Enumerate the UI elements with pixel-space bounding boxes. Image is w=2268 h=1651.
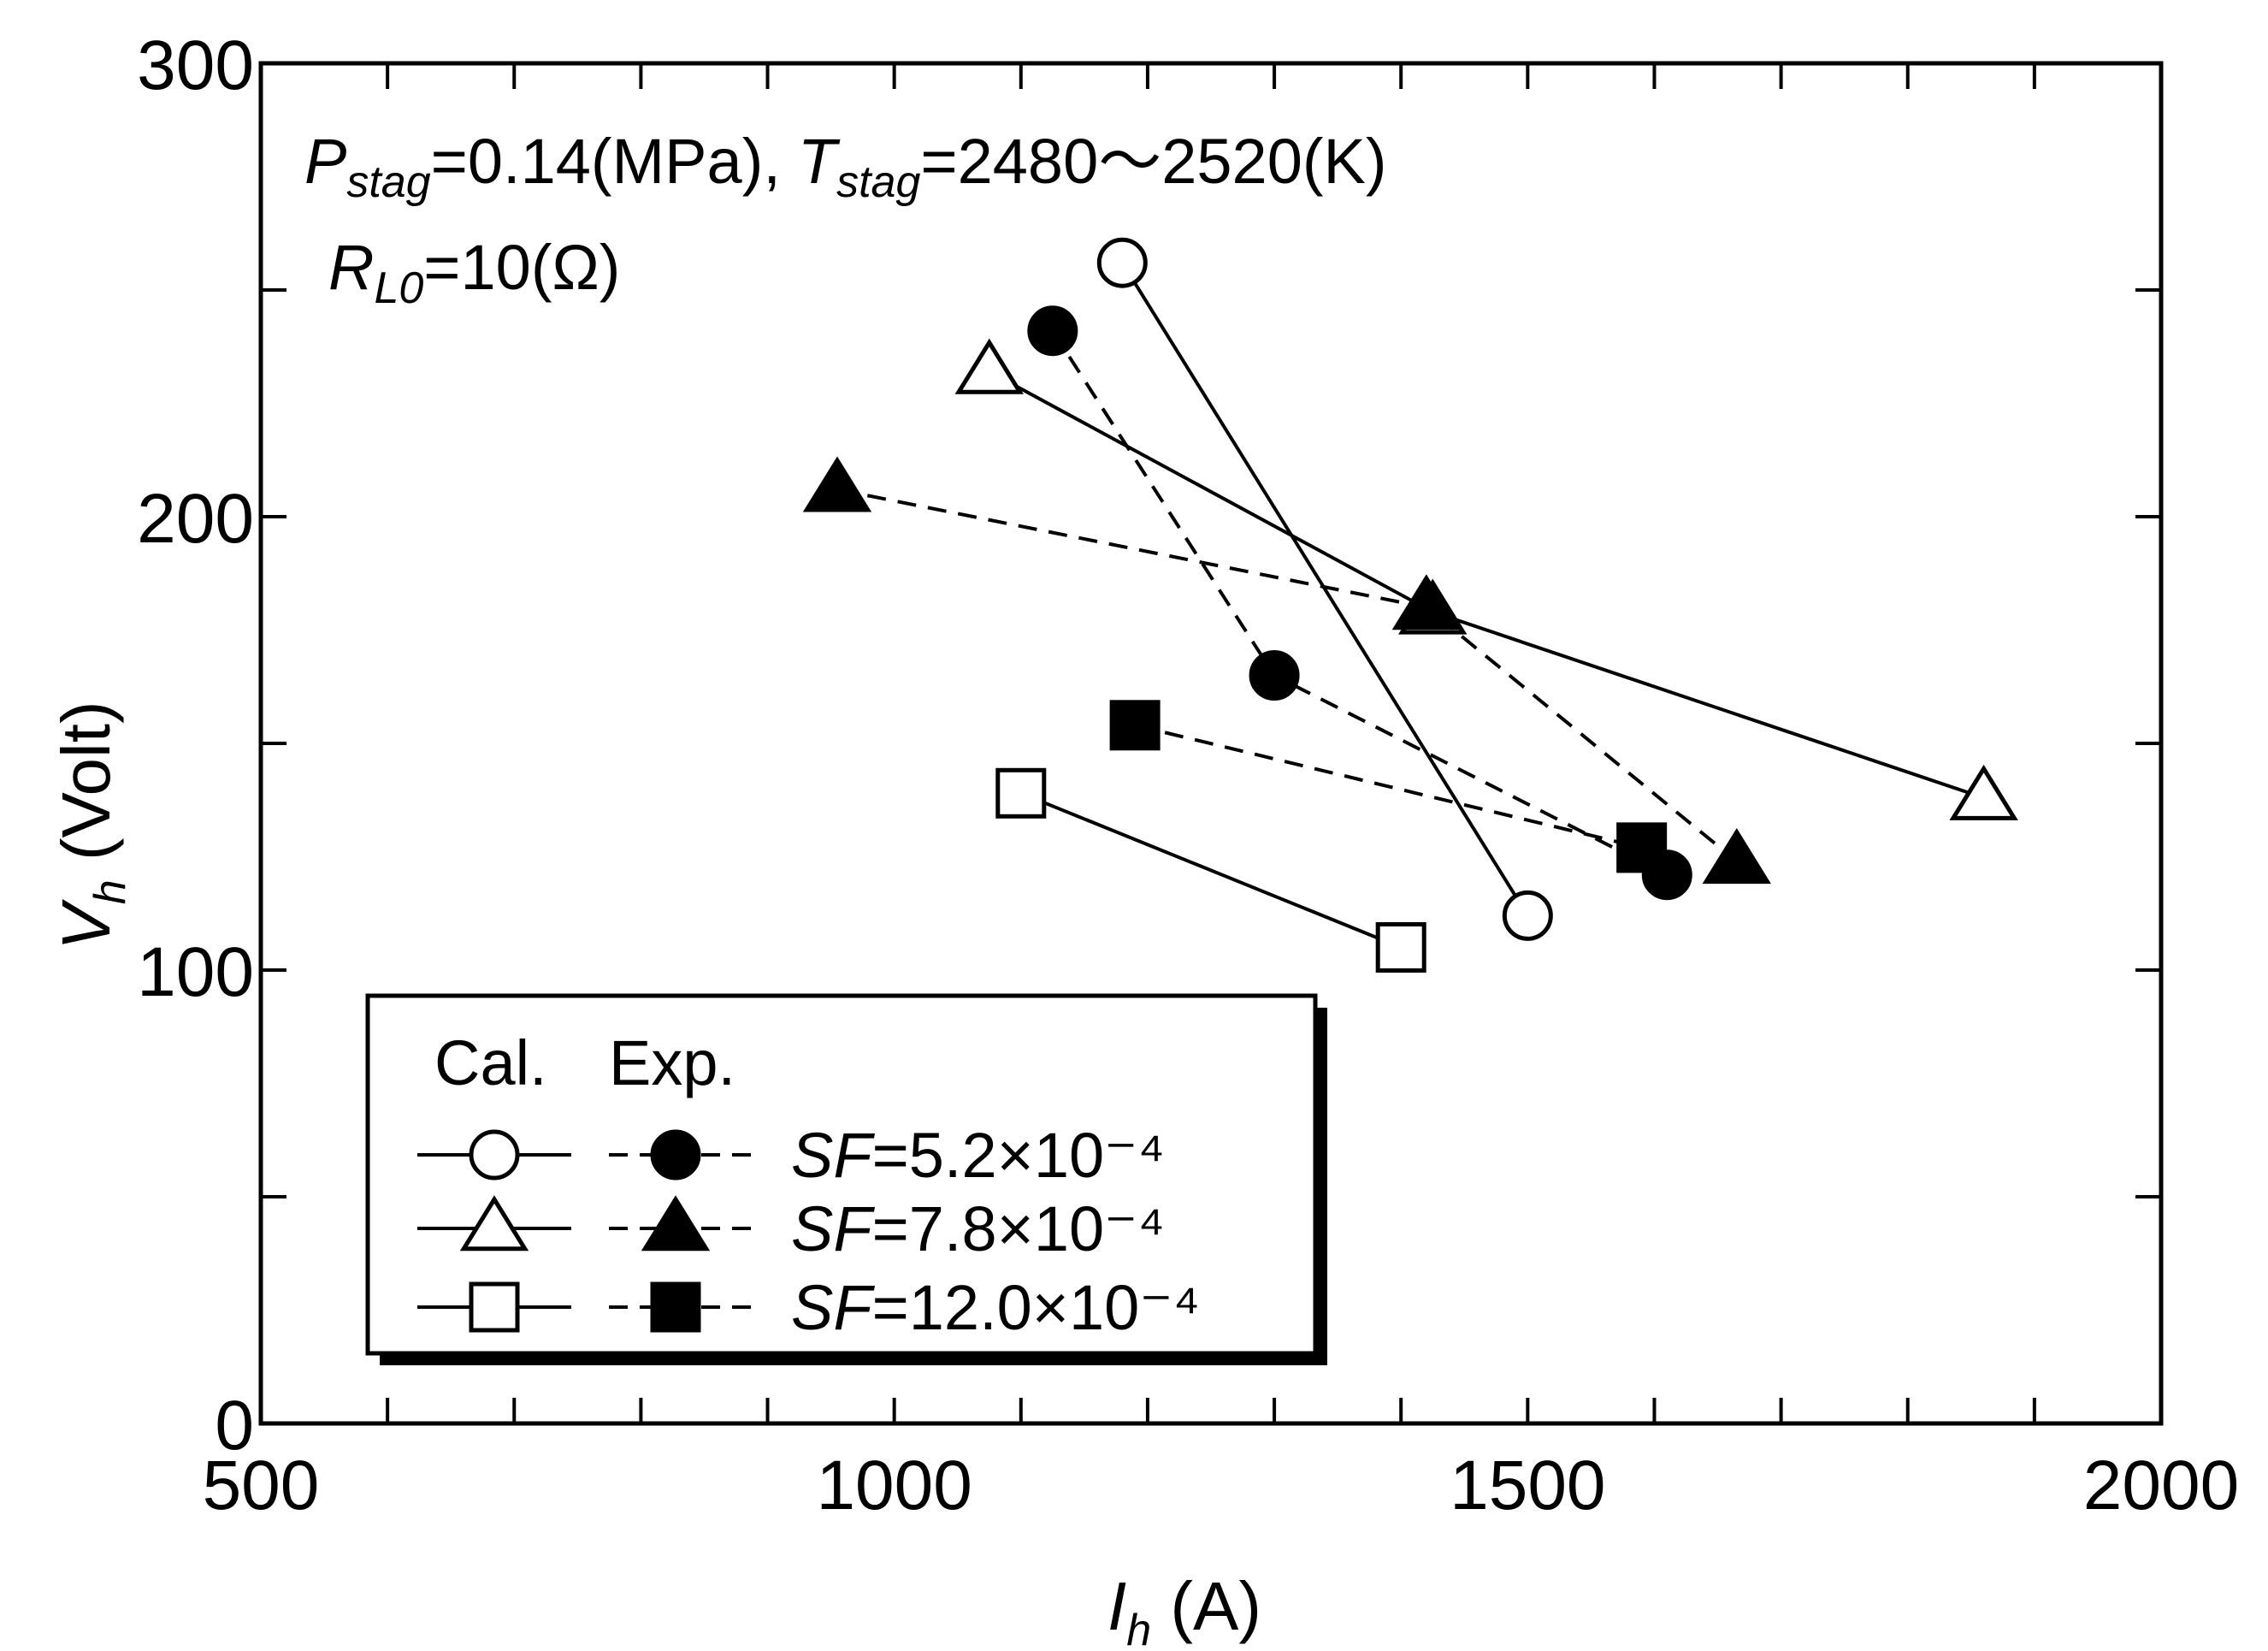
series-layer bbox=[802, 237, 2018, 973]
data-point-triangle-open bbox=[1949, 764, 2018, 820]
series-5 bbox=[995, 767, 1426, 973]
condition-annotation-line2: RL0=10(Ω) bbox=[328, 232, 620, 313]
series-line bbox=[1134, 723, 1643, 849]
x-tick-label: 2000 bbox=[2083, 1447, 2239, 1524]
series-1 bbox=[1096, 237, 1553, 941]
data-point-circle-open bbox=[1502, 890, 1553, 941]
legend-row-3: SF=12.0×10⁻⁴ bbox=[417, 1272, 1200, 1343]
legend-marker-exp-square bbox=[650, 1281, 701, 1333]
plot-frame bbox=[258, 61, 2164, 1426]
legend-marker-exp-circle bbox=[650, 1129, 701, 1181]
data-point-square-open bbox=[1375, 922, 1426, 973]
y-tick-label: 100 bbox=[137, 933, 254, 1011]
y-tick-label: 0 bbox=[215, 1387, 254, 1465]
x-tick-label: 1000 bbox=[816, 1447, 972, 1524]
data-point-square-filled bbox=[1109, 700, 1161, 751]
data-point-square-open bbox=[995, 767, 1047, 819]
series-line bbox=[1051, 329, 1669, 877]
legend-label: SF=5.2×10⁻⁴ bbox=[791, 1120, 1165, 1191]
y-axis-title: Vh (Volt) bbox=[48, 701, 135, 950]
legend-box bbox=[365, 993, 1318, 1356]
legend-label: SF=7.8×10⁻⁴ bbox=[791, 1193, 1165, 1264]
condition-annotation-line1: Pstag=0.14(MPa), Tstag=2480～2520(K) bbox=[304, 126, 1387, 207]
legend-marker-exp-triangle bbox=[641, 1195, 711, 1252]
x-axis-title: Ih (A) bbox=[1107, 1568, 1261, 1651]
data-point-triangle-open bbox=[954, 338, 1024, 394]
legend-rows: SF=5.2×10⁻⁴SF=7.8×10⁻⁴ SF=12.0×10⁻⁴ bbox=[417, 1120, 1200, 1343]
axis-ticks: 500 1000 1500 2000 0 100 200 300 bbox=[137, 27, 2239, 1524]
legend-marker-cal-square bbox=[469, 1281, 520, 1333]
x-tick-label: 500 bbox=[203, 1447, 320, 1524]
data-point-triangle-filled bbox=[802, 456, 872, 512]
legend-header-exp: Exp. bbox=[609, 1027, 735, 1098]
data-point-triangle-filled bbox=[1702, 828, 1771, 885]
data-point-triangle-filled bbox=[1391, 574, 1462, 630]
series-line bbox=[1020, 791, 1402, 950]
legend-marker-cal-circle bbox=[469, 1129, 520, 1181]
legend-row-1: SF=5.2×10⁻⁴ bbox=[417, 1120, 1165, 1191]
data-point-circle-filled bbox=[1027, 305, 1078, 357]
data-point-circle-filled bbox=[1249, 650, 1300, 701]
legend-marker-cal-triangle bbox=[459, 1195, 529, 1252]
series-6 bbox=[1109, 700, 1668, 873]
data-point-circle-open bbox=[1096, 237, 1148, 288]
x-tick-label: 1500 bbox=[1450, 1447, 1605, 1524]
legend-row-2: SF=7.8×10⁻⁴ bbox=[417, 1193, 1165, 1264]
data-point-square-filled bbox=[1616, 822, 1668, 873]
series-2 bbox=[1027, 305, 1692, 901]
legend-header-cal: Cal. bbox=[434, 1027, 547, 1098]
series-4 bbox=[802, 456, 1771, 885]
y-tick-label: 300 bbox=[137, 27, 254, 104]
y-tick-label: 200 bbox=[137, 480, 254, 558]
series-line bbox=[1120, 262, 1530, 917]
legend-label: SF=12.0×10⁻⁴ bbox=[791, 1272, 1200, 1343]
legend: Cal. Exp. SF=5.2×10⁻⁴SF=7.8×10⁻⁴ SF=12.0×… bbox=[365, 993, 1327, 1365]
